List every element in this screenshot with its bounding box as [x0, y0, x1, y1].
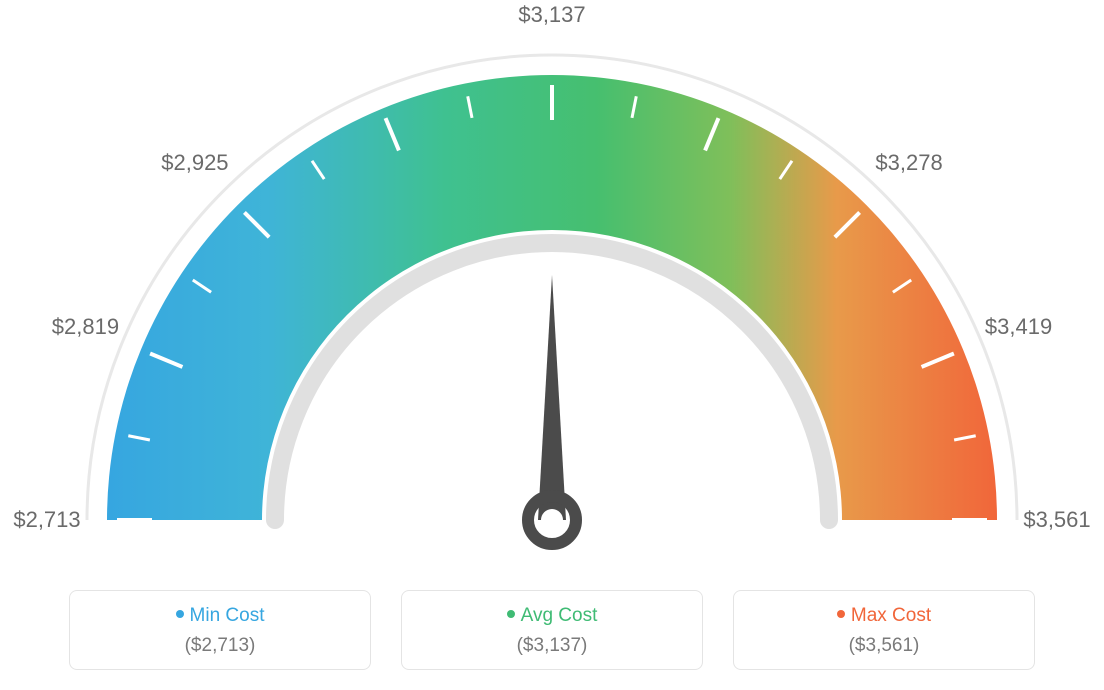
legend-value-min: ($2,713)	[70, 635, 370, 657]
legend-value-avg: ($3,137)	[402, 635, 702, 657]
dot-icon	[176, 610, 184, 618]
dot-icon	[837, 610, 845, 618]
gauge-tick-label: $2,819	[52, 314, 119, 340]
gauge-tick-label: $2,925	[161, 150, 228, 176]
legend-title-avg: Avg Cost	[402, 605, 702, 627]
legend-card-min: Min Cost ($2,713)	[69, 590, 371, 670]
gauge-area: $2,713 $2,819 $2,925 $3,137 $3,278 $3,419 $3,5…	[0, 0, 1104, 570]
gauge-tick-label: $3,561	[1023, 507, 1090, 533]
gauge-tick-label: $2,713	[13, 507, 80, 533]
gauge-tick-label: $3,278	[875, 150, 942, 176]
legend-title-text: Max Cost	[851, 605, 931, 626]
legend-row: Min Cost ($2,713) Avg Cost ($3,137) Max …	[0, 590, 1104, 670]
legend-value-max: ($3,561)	[734, 635, 1034, 657]
legend-card-avg: Avg Cost ($3,137)	[401, 590, 703, 670]
legend-card-max: Max Cost ($3,561)	[733, 590, 1035, 670]
dot-icon	[507, 610, 515, 618]
cost-gauge-chart: $2,713 $2,819 $2,925 $3,137 $3,278 $3,419 $3,5…	[0, 0, 1104, 690]
legend-title-text: Avg Cost	[521, 605, 598, 626]
gauge-tick-label: $3,419	[985, 314, 1052, 340]
legend-title-min: Min Cost	[70, 605, 370, 627]
gauge-tick-label: $3,137	[518, 2, 585, 28]
legend-title-text: Min Cost	[190, 605, 265, 626]
legend-title-max: Max Cost	[734, 605, 1034, 627]
gauge-svg	[0, 0, 1104, 570]
